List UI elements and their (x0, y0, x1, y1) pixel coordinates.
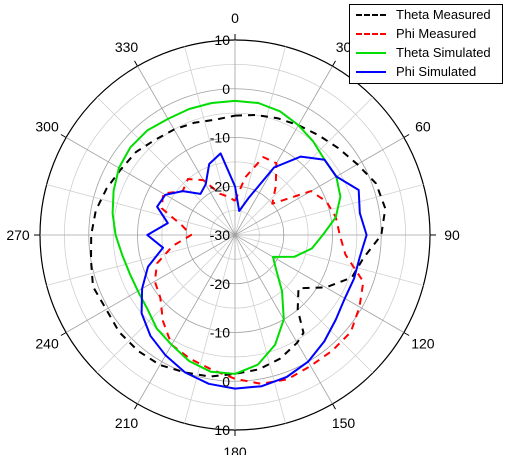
angle-tick-mark (134, 60, 138, 67)
angle-tick-mark (134, 403, 138, 410)
minor-grid-spoke (46, 234, 236, 286)
grid-spoke (234, 65, 333, 236)
legend-swatch (356, 33, 386, 35)
angle-tick-label: 270 (6, 227, 30, 243)
angle-tick-label: 180 (223, 444, 247, 455)
radial-tick-label: -20 (210, 178, 230, 194)
radial-tick-label: 0 (222, 81, 230, 97)
angle-tick-label: 330 (115, 39, 139, 55)
radial-tick-label: -20 (210, 276, 230, 292)
minor-grid-spoke (96, 234, 236, 374)
angle-tick-label: 90 (444, 227, 460, 243)
angle-tick-mark (60, 332, 67, 336)
minor-grid-spoke (234, 234, 286, 424)
grid-spoke (65, 234, 236, 333)
angle-tick-label: 120 (411, 336, 435, 352)
grid-spoke (137, 65, 236, 236)
series-layer (90, 99, 387, 390)
radial-tick-label: 10 (214, 32, 230, 48)
legend-label: Phi Measured (396, 26, 477, 41)
minor-grid-spoke (184, 234, 236, 424)
legend-label: Theta Simulated (396, 45, 491, 60)
angle-tick-label: 0 (231, 10, 239, 26)
legend-item-phi-simulated: Phi Simulated (350, 63, 502, 81)
angle-tick-mark (332, 403, 336, 410)
angle-tick-label: 300 (35, 119, 59, 135)
minor-grid-spoke (234, 234, 374, 374)
minor-grid-spoke (46, 184, 236, 236)
legend-label: Phi Simulated (396, 64, 477, 79)
grid-spoke (137, 234, 236, 405)
grid-spoke (234, 137, 405, 236)
minor-grid-spoke (234, 184, 424, 236)
legend-swatch (356, 52, 386, 54)
polar-grid (34, 34, 436, 436)
angle-tick-label: 210 (115, 415, 139, 431)
series-line-phi-measured (153, 156, 365, 385)
legend-swatch (356, 14, 386, 16)
legend-label: Theta Measured (396, 7, 491, 22)
angle-tick-label: 150 (332, 415, 356, 431)
minor-grid-spoke (234, 234, 424, 286)
angle-tick-mark (332, 60, 336, 67)
angle-tick-label: 60 (415, 119, 431, 135)
minor-grid-spoke (96, 96, 236, 236)
grid-spoke (234, 234, 405, 333)
legend-item-phi-measured: Phi Measured (350, 25, 502, 43)
radial-tick-label: -10 (210, 130, 230, 146)
radial-tick-label: -10 (210, 325, 230, 341)
radial-tick-label: 10 (214, 422, 230, 438)
angle-tick-mark (60, 134, 67, 138)
legend-item-theta-simulated: Theta Simulated (350, 44, 502, 62)
minor-grid-spoke (234, 96, 374, 236)
tick-labels: 101000-10-10-20-20-300306090120150180210… (6, 10, 460, 455)
series-line-phi-simulated (140, 152, 368, 390)
grid-spoke (65, 137, 236, 236)
angle-tick-label: 240 (35, 336, 59, 352)
legend-swatch (356, 71, 386, 73)
angle-tick-mark (403, 134, 410, 138)
radial-tick-label: 0 (222, 373, 230, 389)
angle-tick-mark (403, 332, 410, 336)
radial-tick-label: -30 (210, 227, 230, 243)
angle-tick-label: 30 (336, 39, 352, 55)
legend-item-theta-measured: Theta Measured (350, 6, 502, 24)
minor-grid-spoke (184, 46, 236, 236)
legend: Theta Measured Phi Measured Theta Simula… (349, 4, 503, 84)
